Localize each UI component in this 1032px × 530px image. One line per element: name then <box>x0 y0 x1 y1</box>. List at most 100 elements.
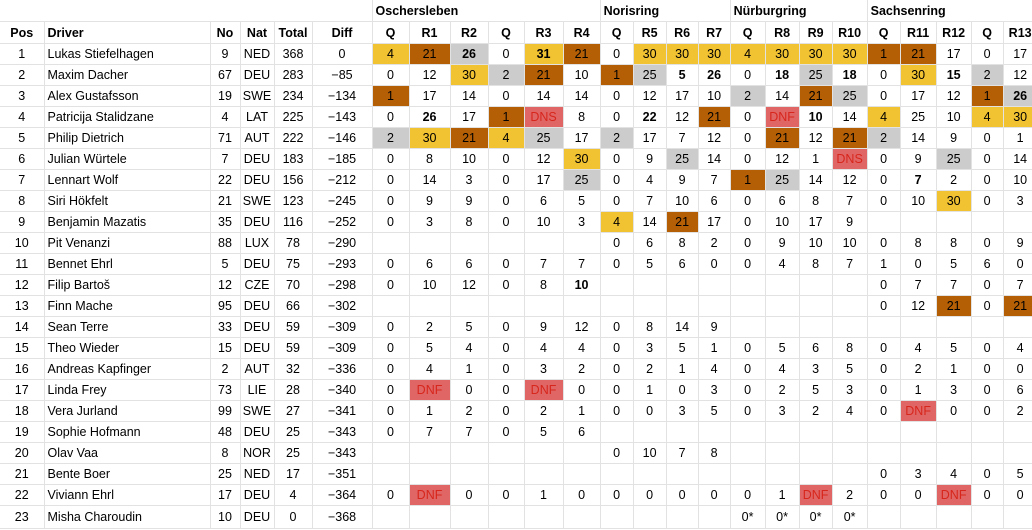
result-cell <box>409 295 451 317</box>
result-cell <box>799 463 833 485</box>
result-cell: 12 <box>563 316 601 338</box>
result-cell: 5 <box>450 316 489 338</box>
pos-cell: 8 <box>0 190 45 212</box>
total-points: 78 <box>274 232 313 254</box>
nationality: DEU <box>240 211 275 233</box>
result-cell: 7 <box>666 127 699 149</box>
result-cell <box>698 421 731 443</box>
result-cell: 0 <box>867 190 901 212</box>
driver-name: Finn Mache <box>44 295 211 317</box>
result-cell: 25 <box>936 148 972 170</box>
result-cell: 6 <box>563 421 601 443</box>
car-number: 17 <box>210 484 241 506</box>
result-cell: 0 <box>666 379 699 401</box>
result-cell: 9 <box>936 127 972 149</box>
result-cell: 5 <box>799 379 833 401</box>
driver-name: Sophie Hofmann <box>44 421 211 443</box>
result-cell <box>900 211 937 233</box>
result-cell: 12 <box>900 295 937 317</box>
total-points: 123 <box>274 190 313 212</box>
result-cell: 0 <box>488 190 525 212</box>
points-diff: −336 <box>312 358 373 380</box>
result-cell: 0 <box>730 127 766 149</box>
result-cell: 0 <box>971 484 1004 506</box>
result-cell: 5 <box>633 253 667 275</box>
result-cell: 8 <box>666 232 699 254</box>
result-cell: 4 <box>867 106 901 128</box>
nationality: DEU <box>240 64 275 86</box>
result-cell: 0 <box>971 400 1004 422</box>
result-cell: 17 <box>698 211 731 233</box>
car-number: 35 <box>210 211 241 233</box>
nationality: CZE <box>240 274 275 296</box>
result-cell: 0 <box>730 190 766 212</box>
table-row: 3 Alex Gustafsson 19 SWE 234 −134 1 17 14 0 14 14 0 1… <box>0 85 1032 107</box>
result-cell: 0 <box>867 232 901 254</box>
result-cell: 0 <box>867 400 901 422</box>
result-cell <box>698 295 731 317</box>
total-points: 27 <box>274 400 313 422</box>
result-cell: 3 <box>799 358 833 380</box>
result-cell: 6 <box>524 190 564 212</box>
nationality: DEU <box>240 484 275 506</box>
car-number: 15 <box>210 337 241 359</box>
driver-name: Linda Frey <box>44 379 211 401</box>
result-cell <box>563 505 601 529</box>
result-cell <box>867 421 901 443</box>
driver-name: Siri Hökfelt <box>44 190 211 212</box>
column-header-row: Pos Driver No Nat Total Diff Q R1 R2 Q R3 R4 Q R5 R6 R7… <box>0 21 1032 44</box>
result-cell: 9 <box>832 211 868 233</box>
result-cell: 8 <box>450 211 489 233</box>
car-number: 10 <box>210 505 241 529</box>
driver-name: Filip Bartoš <box>44 274 211 296</box>
nationality: SWE <box>240 190 275 212</box>
result-cell <box>698 463 731 485</box>
result-cell: 5 <box>524 421 564 443</box>
result-cell <box>372 232 410 254</box>
points-diff: −343 <box>312 421 373 443</box>
result-cell: 0 <box>971 463 1004 485</box>
result-cell: DNF <box>900 400 937 422</box>
column-header: R7 <box>698 21 731 44</box>
result-cell: 0 <box>563 379 601 401</box>
result-cell: 14 <box>900 127 937 149</box>
result-cell: 8 <box>900 232 937 254</box>
result-cell: 5 <box>666 64 699 86</box>
driver-name: Viviann Ehrl <box>44 484 211 506</box>
result-cell: 8 <box>936 232 972 254</box>
result-cell: 2 <box>563 358 601 380</box>
result-cell: DNF <box>936 484 972 506</box>
nationality: DEU <box>240 421 275 443</box>
result-cell: 2 <box>698 232 731 254</box>
result-cell: 9 <box>524 316 564 338</box>
result-cell: 8 <box>563 106 601 128</box>
result-cell: 0* <box>765 505 800 529</box>
result-cell: 2 <box>1003 400 1032 422</box>
nationality: DEU <box>240 337 275 359</box>
table-row: 15 Theo Wieder 15 DEU 59 −309 0 5 4 0 4 4 0 3 5 1 0 5 6 8 0 4… <box>0 337 1032 359</box>
nationality: DEU <box>240 295 275 317</box>
result-cell: 1 <box>488 106 525 128</box>
column-header: R1 <box>409 21 451 44</box>
result-cell: 2 <box>409 316 451 338</box>
result-cell: 0 <box>372 64 410 86</box>
total-points: 25 <box>274 421 313 443</box>
result-cell: 0 <box>698 484 731 506</box>
result-cell <box>450 442 489 464</box>
result-cell: 0 <box>867 148 901 170</box>
result-cell: 12 <box>666 106 699 128</box>
nationality: DEU <box>240 148 275 170</box>
venue-oschersleben: Oschersleben <box>372 0 601 22</box>
pos-cell: 5 <box>0 127 45 149</box>
result-cell: 10 <box>698 85 731 107</box>
table-row: 5 Philip Dietrich 71 AUT 222 −146 2 30 21 4 25 17 2 1… <box>0 127 1032 149</box>
result-cell <box>698 505 731 529</box>
result-cell: DNF <box>765 106 800 128</box>
car-number: 22 <box>210 169 241 191</box>
result-cell <box>372 463 410 485</box>
car-number: 25 <box>210 463 241 485</box>
result-cell: 0* <box>730 505 766 529</box>
result-cell: 5 <box>563 190 601 212</box>
result-cell <box>971 211 1004 233</box>
